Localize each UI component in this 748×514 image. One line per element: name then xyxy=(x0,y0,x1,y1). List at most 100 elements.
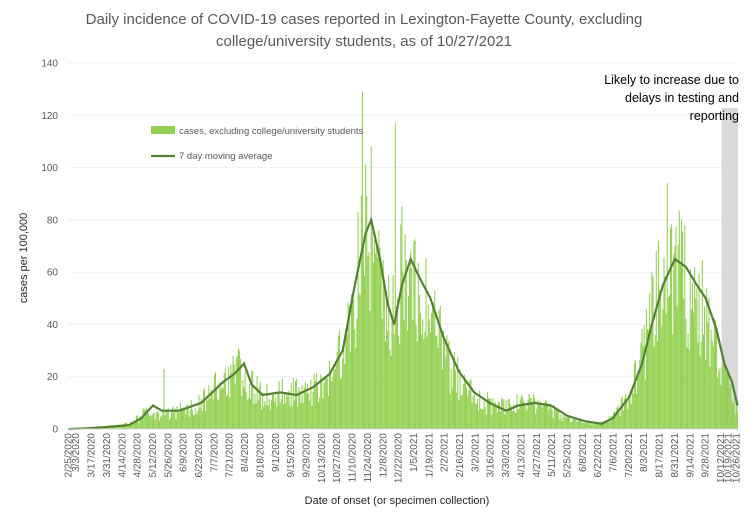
daily-case-bar xyxy=(693,312,695,429)
daily-case-bar xyxy=(251,370,253,429)
daily-case-bar xyxy=(553,404,555,429)
daily-case-bar xyxy=(221,386,223,429)
daily-cases-bars xyxy=(69,91,738,430)
daily-case-bar xyxy=(189,409,191,429)
daily-case-bar xyxy=(720,384,722,429)
daily-case-bar xyxy=(297,406,299,429)
daily-case-bar xyxy=(412,319,414,429)
daily-case-bar xyxy=(219,382,221,429)
daily-case-bar xyxy=(338,329,340,429)
daily-case-bar xyxy=(373,240,375,429)
daily-case-bar xyxy=(584,423,586,429)
daily-case-bar xyxy=(534,397,536,429)
daily-case-bar xyxy=(162,411,164,429)
daily-case-bar xyxy=(507,399,509,429)
daily-case-bar xyxy=(526,410,528,429)
y-tick-label: 100 xyxy=(41,163,58,174)
daily-case-bar xyxy=(619,415,621,429)
daily-case-bar xyxy=(211,393,213,429)
daily-case-bar xyxy=(568,415,570,429)
daily-case-bar xyxy=(524,402,526,429)
daily-case-bar xyxy=(575,420,577,429)
daily-case-bar xyxy=(656,341,658,429)
daily-case-bar xyxy=(214,372,216,429)
daily-case-bar xyxy=(255,403,257,429)
annotation-line-1: Likely to increase due to xyxy=(604,73,739,87)
daily-case-bar xyxy=(233,364,235,429)
daily-case-bar xyxy=(513,404,515,429)
daily-case-bar xyxy=(350,294,352,429)
daily-case-bar xyxy=(557,408,559,429)
daily-case-bar xyxy=(712,345,714,429)
daily-case-bar xyxy=(641,328,643,429)
daily-case-bar xyxy=(733,397,735,429)
daily-case-bar xyxy=(481,409,483,429)
x-tick-label: 6/23/2020 xyxy=(194,433,205,478)
daily-case-bar xyxy=(213,374,215,429)
y-tick-label: 120 xyxy=(41,111,58,122)
daily-case-bar xyxy=(631,388,633,429)
daily-case-bar xyxy=(646,329,649,429)
daily-case-bar xyxy=(237,347,240,429)
daily-case-bar xyxy=(355,347,357,429)
daily-case-bar xyxy=(352,301,354,429)
daily-case-bar xyxy=(594,423,596,429)
x-tick-label: 5/25/2021 xyxy=(563,433,574,478)
x-tick-label: 2/16/2021 xyxy=(455,433,466,478)
daily-case-bar xyxy=(438,310,440,429)
daily-case-bar xyxy=(354,329,356,429)
daily-case-bar xyxy=(160,416,162,429)
daily-case-bar xyxy=(282,404,284,429)
daily-case-bar xyxy=(246,400,248,429)
daily-case-bar xyxy=(479,390,481,429)
daily-case-bar xyxy=(393,334,395,429)
daily-case-bar xyxy=(254,393,256,429)
daily-case-bar xyxy=(724,364,726,429)
daily-case-bar xyxy=(223,373,225,429)
daily-case-bar xyxy=(244,371,246,429)
daily-case-bar xyxy=(314,380,316,429)
daily-case-bar xyxy=(660,296,662,429)
x-tick-label: 3/17/2020 xyxy=(87,433,98,478)
daily-case-bar xyxy=(670,227,672,429)
daily-case-bar xyxy=(333,364,335,429)
chart-title-line-2: college/university students, as of 10/27… xyxy=(216,33,512,50)
daily-case-bar xyxy=(416,341,418,429)
daily-case-bar xyxy=(332,377,334,429)
daily-case-bar xyxy=(388,275,390,429)
daily-case-bar xyxy=(156,411,158,429)
daily-case-bar xyxy=(506,409,508,429)
daily-case-bar xyxy=(625,394,627,429)
daily-case-bar xyxy=(410,251,412,429)
daily-case-bar xyxy=(483,400,485,429)
daily-case-bar xyxy=(498,403,500,429)
daily-case-bar xyxy=(167,407,169,429)
x-tick-label: 9/14/2021 xyxy=(685,433,696,478)
daily-case-bar xyxy=(563,417,565,429)
daily-case-bar xyxy=(383,283,385,429)
daily-case-bar xyxy=(482,409,484,429)
daily-case-bar xyxy=(659,289,661,429)
daily-case-bar xyxy=(315,372,317,429)
x-tick-label: 4/27/2021 xyxy=(532,433,543,478)
x-tick-label: 10/13/2020 xyxy=(317,433,328,483)
daily-case-bar xyxy=(205,411,207,429)
x-tick-label: 7/6/2021 xyxy=(609,433,620,472)
daily-case-bar xyxy=(610,416,612,429)
daily-case-bar xyxy=(311,405,313,429)
daily-case-bar xyxy=(268,398,270,429)
daily-case-bar xyxy=(433,302,435,429)
daily-case-bar xyxy=(359,295,361,429)
daily-case-bar xyxy=(300,402,302,429)
daily-case-bar xyxy=(452,357,454,429)
daily-case-bar xyxy=(334,369,336,429)
daily-case-bar xyxy=(322,398,324,429)
daily-case-bar xyxy=(423,339,425,429)
daily-case-bar xyxy=(704,306,706,429)
daily-case-bar xyxy=(365,164,367,430)
daily-case-bar xyxy=(190,400,192,429)
daily-case-bar xyxy=(538,404,540,429)
daily-case-bar xyxy=(497,401,499,429)
daily-case-bar xyxy=(339,379,341,429)
daily-case-bar xyxy=(548,410,550,429)
